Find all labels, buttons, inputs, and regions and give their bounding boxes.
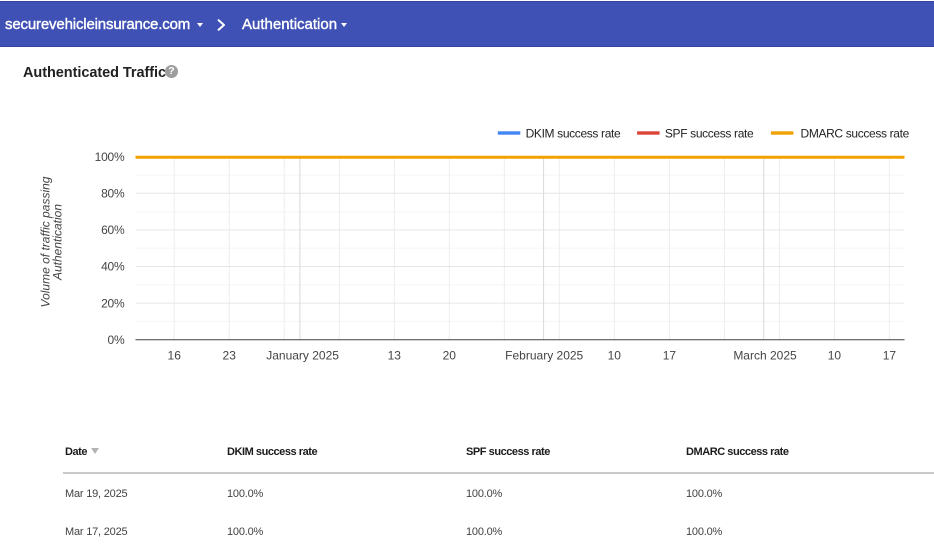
svg-text:100%: 100%: [95, 150, 125, 164]
svg-text:DMARC success rate: DMARC success rate: [801, 126, 910, 140]
svg-text:20%: 20%: [101, 296, 125, 310]
svg-text:10: 10: [828, 349, 842, 363]
svg-text:0%: 0%: [108, 333, 125, 347]
svg-text:February 2025: February 2025: [505, 349, 583, 363]
svg-text:20: 20: [443, 349, 457, 363]
svg-text:40%: 40%: [101, 260, 125, 274]
svg-text:23: 23: [223, 349, 237, 363]
svg-text:DKIM success rate: DKIM success rate: [526, 126, 621, 140]
svg-text:Volume of traffic passing: Volume of traffic passing: [39, 176, 53, 307]
svg-text:10: 10: [608, 349, 622, 363]
svg-text:SPF success rate: SPF success rate: [665, 126, 754, 140]
svg-text:80%: 80%: [101, 187, 125, 201]
svg-text:Authentication: Authentication: [51, 204, 65, 281]
svg-text:17: 17: [883, 349, 897, 363]
svg-text:60%: 60%: [101, 223, 125, 237]
svg-text:16: 16: [168, 349, 182, 363]
svg-text:13: 13: [388, 349, 402, 363]
svg-text:January 2025: January 2025: [266, 349, 339, 363]
svg-text:March 2025: March 2025: [733, 349, 797, 363]
svg-text:17: 17: [663, 349, 677, 363]
